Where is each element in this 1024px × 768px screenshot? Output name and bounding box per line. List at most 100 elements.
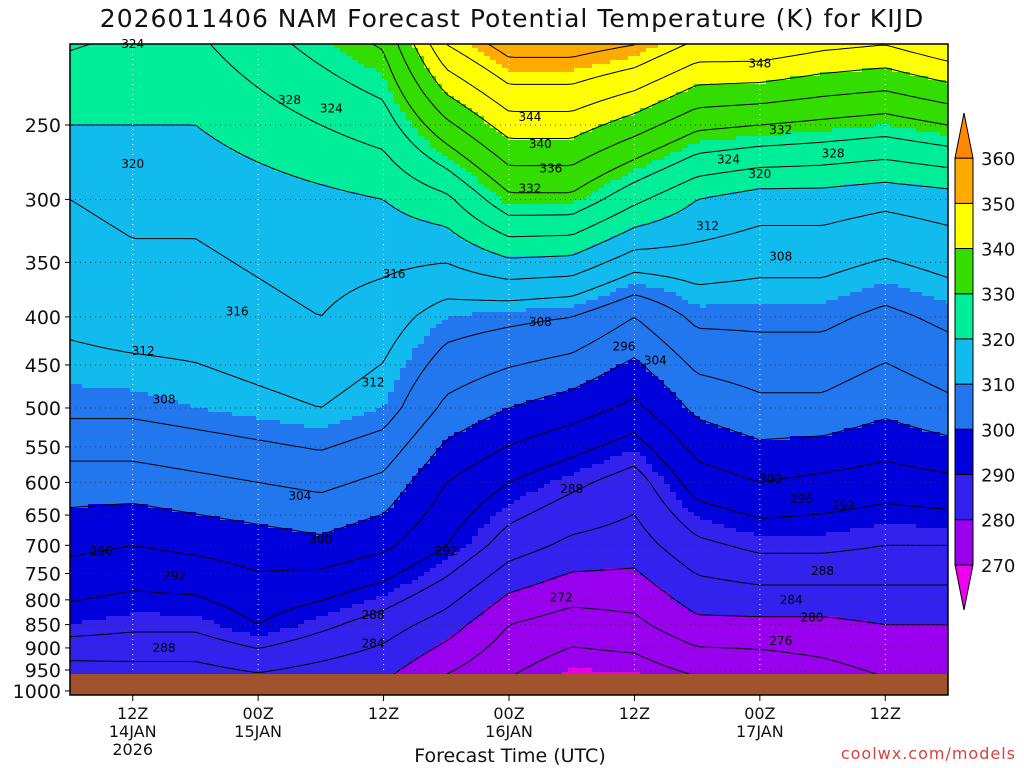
heatmap-cell bbox=[184, 160, 191, 165]
heatmap-cell bbox=[532, 140, 539, 145]
heatmap-cell bbox=[928, 164, 935, 169]
heatmap-cell bbox=[184, 80, 191, 85]
heatmap-cell bbox=[754, 164, 761, 169]
heatmap-cell bbox=[736, 100, 743, 105]
heatmap-cell bbox=[268, 176, 275, 181]
heatmap-cell bbox=[682, 44, 689, 49]
heatmap-cell bbox=[688, 64, 695, 69]
heatmap-cell bbox=[310, 160, 317, 165]
heatmap-cell bbox=[358, 144, 365, 149]
heatmap-cell bbox=[874, 136, 881, 141]
heatmap-cell bbox=[178, 88, 185, 93]
heatmap-cell bbox=[370, 172, 377, 177]
heatmap-cell bbox=[436, 108, 443, 113]
heatmap-cell bbox=[196, 176, 203, 181]
heatmap-cell bbox=[892, 176, 899, 181]
heatmap-cell bbox=[790, 152, 797, 157]
heatmap-cell bbox=[280, 132, 287, 137]
heatmap-cell bbox=[652, 116, 659, 121]
heatmap-cell bbox=[88, 116, 95, 121]
heatmap-cell bbox=[142, 128, 149, 133]
heatmap-cell bbox=[922, 100, 929, 105]
heatmap-cell bbox=[808, 172, 815, 177]
heatmap-cell bbox=[688, 144, 695, 149]
heatmap-cell bbox=[514, 120, 521, 125]
heatmap-cell bbox=[376, 68, 383, 73]
heatmap-cell bbox=[736, 160, 743, 165]
heatmap-cell bbox=[820, 168, 827, 173]
heatmap-cell bbox=[214, 88, 221, 93]
heatmap-cell bbox=[940, 108, 947, 113]
heatmap-cell bbox=[928, 172, 935, 177]
heatmap-cell bbox=[838, 68, 845, 73]
heatmap-cell bbox=[928, 72, 935, 77]
heatmap-cell bbox=[658, 152, 665, 157]
heatmap-cell bbox=[928, 68, 935, 73]
heatmap-cell bbox=[814, 116, 821, 121]
heatmap-cell bbox=[310, 112, 317, 117]
heatmap-cell bbox=[646, 128, 653, 133]
heatmap-cell bbox=[238, 112, 245, 117]
heatmap-cell bbox=[568, 116, 575, 121]
heatmap-cell bbox=[664, 152, 671, 157]
heatmap-cell bbox=[112, 104, 119, 109]
heatmap-cell bbox=[412, 152, 419, 157]
heatmap-cell bbox=[850, 144, 857, 149]
heatmap-cell bbox=[154, 164, 161, 169]
heatmap-cell bbox=[568, 124, 575, 129]
heatmap-cell bbox=[442, 52, 449, 57]
heatmap-cell bbox=[940, 168, 947, 173]
heatmap-cell bbox=[184, 136, 191, 141]
heatmap-cell bbox=[220, 84, 227, 89]
heatmap-cell bbox=[394, 156, 401, 161]
heatmap-cell bbox=[652, 80, 659, 85]
heatmap-cell bbox=[856, 100, 863, 105]
heatmap-cell bbox=[532, 56, 539, 61]
heatmap-cell bbox=[610, 84, 617, 89]
heatmap-cell bbox=[88, 100, 95, 105]
heatmap-cell bbox=[526, 64, 533, 69]
heatmap-cell bbox=[634, 100, 641, 105]
heatmap-cell bbox=[586, 124, 593, 129]
heatmap-cell bbox=[490, 136, 497, 141]
heatmap-cell bbox=[592, 148, 599, 153]
heatmap-cell bbox=[652, 108, 659, 113]
heatmap-cell bbox=[226, 80, 233, 85]
heatmap-cell bbox=[430, 132, 437, 137]
heatmap-cell bbox=[898, 164, 905, 169]
heatmap-cell bbox=[910, 104, 917, 109]
heatmap-cell bbox=[424, 84, 431, 89]
heatmap-cell bbox=[394, 64, 401, 69]
heatmap-cell bbox=[820, 128, 827, 133]
heatmap-cell bbox=[394, 128, 401, 133]
heatmap-cell bbox=[274, 120, 281, 125]
heatmap-cell bbox=[214, 76, 221, 81]
heatmap-cell bbox=[124, 44, 131, 49]
heatmap-cell bbox=[652, 132, 659, 137]
heatmap-cell bbox=[334, 164, 341, 169]
heatmap-cell bbox=[712, 168, 719, 173]
heatmap-cell bbox=[232, 52, 239, 57]
heatmap-cell bbox=[880, 124, 887, 129]
heatmap-cell bbox=[184, 96, 191, 101]
heatmap-cell bbox=[328, 168, 335, 173]
heatmap-cell bbox=[856, 140, 863, 145]
heatmap-cell bbox=[808, 160, 815, 165]
heatmap-cell bbox=[562, 172, 569, 177]
heatmap-cell bbox=[262, 120, 269, 125]
heatmap-cell bbox=[382, 156, 389, 161]
heatmap-cell bbox=[346, 76, 353, 81]
heatmap-cell bbox=[328, 48, 335, 53]
heatmap-cell bbox=[898, 128, 905, 133]
heatmap-cell bbox=[208, 132, 215, 137]
heatmap-cell bbox=[94, 72, 101, 77]
heatmap-cell bbox=[748, 72, 755, 77]
heatmap-cell bbox=[790, 172, 797, 177]
heatmap-cell bbox=[706, 76, 713, 81]
heatmap-cell bbox=[814, 152, 821, 157]
heatmap-cell bbox=[640, 128, 647, 133]
heatmap-cell bbox=[400, 48, 407, 53]
heatmap-cell bbox=[190, 112, 197, 117]
heatmap-cell bbox=[670, 76, 677, 81]
heatmap-cell bbox=[214, 104, 221, 109]
